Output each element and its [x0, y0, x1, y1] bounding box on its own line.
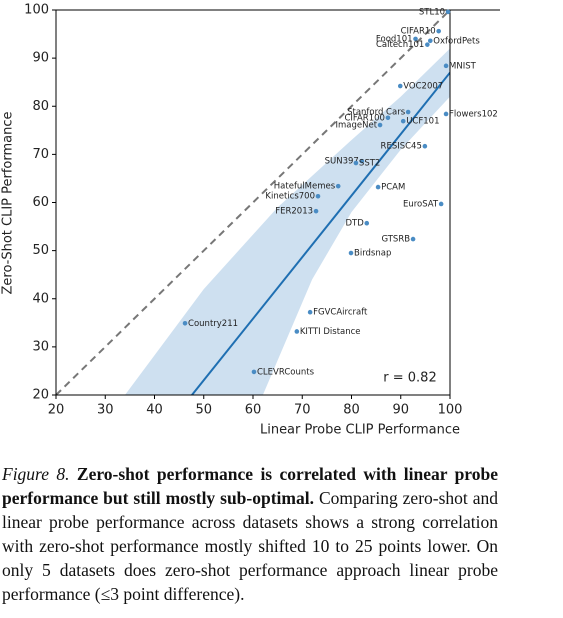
- plot-area: [56, 10, 450, 395]
- point-label: Kinetics700: [265, 192, 315, 202]
- point-label: KITTI Distance: [300, 327, 361, 337]
- point-label: Food101: [376, 34, 413, 44]
- point: [182, 320, 188, 326]
- point: [294, 329, 300, 334]
- point-label: SUN397: [325, 157, 359, 167]
- point: [313, 208, 319, 214]
- point-label: UCF101: [406, 117, 439, 127]
- point: [428, 38, 433, 44]
- point-label: Birdsnap: [354, 249, 391, 259]
- y-tick-label: 60: [32, 195, 49, 210]
- x-tick-label: 70: [294, 403, 311, 418]
- diagonal: [56, 10, 450, 395]
- point-label: CIFAR10: [401, 27, 436, 37]
- point: [400, 118, 406, 124]
- y-tick-label: 70: [32, 147, 49, 162]
- point-label: HatefulMemes: [274, 182, 336, 192]
- point-label: Country211: [188, 319, 238, 329]
- point: [443, 63, 449, 69]
- point: [410, 236, 416, 242]
- point: [445, 9, 451, 15]
- point-label: GTSRB: [381, 235, 410, 245]
- y-tick-label: 30: [32, 339, 49, 354]
- caption: Figure 8. Zero-shot performance is corre…: [2, 462, 498, 606]
- point-label: OxfordPets: [433, 36, 480, 46]
- point-label: CLEVRCounts: [257, 367, 315, 377]
- caption-bold: Zero-shot performance is correlated with…: [2, 464, 499, 508]
- x-tick-label: 50: [195, 403, 212, 418]
- point: [353, 160, 359, 166]
- chart: Linear Probe CLIP Performance Zero-Shot …: [1, 3, 500, 438]
- y-tick-label: 90: [32, 51, 49, 66]
- point-label: Stanford Cars: [347, 108, 406, 118]
- point-label: STL10: [419, 7, 445, 17]
- point: [438, 201, 444, 207]
- point-label: VOC2007: [403, 82, 443, 92]
- y-tick-label: 40: [32, 291, 49, 306]
- point: [375, 184, 381, 190]
- point: [377, 122, 383, 128]
- caption-text: Comparing zero-shot and linear probe per…: [2, 488, 498, 604]
- point: [385, 115, 391, 121]
- x-tick-label: 40: [146, 403, 163, 418]
- point: [443, 111, 449, 117]
- point: [335, 183, 341, 189]
- y-tick-label: 100: [24, 3, 49, 18]
- y-tick-label: 80: [32, 99, 49, 114]
- point: [307, 309, 313, 315]
- x-tick-label: 60: [245, 403, 262, 418]
- caption-label: Figure 8.: [2, 464, 70, 484]
- point: [425, 42, 430, 47]
- confidence-band: [124, 48, 450, 395]
- x-tick-label: 90: [392, 403, 409, 418]
- point-label: EuroSAT: [403, 199, 439, 209]
- point-label: Caltech101: [376, 40, 424, 50]
- fit-line: [191, 71, 450, 395]
- point-label: SST2: [359, 159, 380, 169]
- x-axis-label: Linear Probe CLIP Performance: [260, 423, 460, 438]
- point: [397, 83, 403, 89]
- x-tick-label: 100: [438, 403, 463, 418]
- x-tick-label: 80: [343, 403, 360, 418]
- point: [364, 220, 370, 226]
- point-label: DTD: [345, 219, 364, 229]
- point: [436, 28, 441, 34]
- point-label: MNIST: [449, 61, 477, 71]
- y-axis-label: Zero-Shot CLIP Performance: [1, 111, 16, 294]
- x-tick-label: 30: [97, 403, 114, 418]
- point: [315, 193, 321, 199]
- point-label: ImageNet: [336, 121, 378, 131]
- point-label: Flowers102: [449, 109, 498, 119]
- point-label: FGVCAircraft: [313, 308, 368, 318]
- point-label: CIFAR100: [344, 113, 385, 123]
- point: [405, 109, 411, 115]
- y-tick-label: 20: [32, 388, 49, 403]
- point: [348, 250, 354, 256]
- y-tick-label: 50: [32, 243, 49, 258]
- point: [422, 143, 428, 149]
- x-tick-label: 20: [48, 403, 65, 418]
- point: [413, 36, 418, 42]
- annotation: r = 0.82: [383, 371, 436, 386]
- point-label: FER2013: [275, 207, 313, 217]
- point-label: RESISC45: [381, 142, 422, 152]
- point: [251, 369, 257, 375]
- point: [359, 158, 365, 164]
- point-label: PCAM: [381, 183, 405, 193]
